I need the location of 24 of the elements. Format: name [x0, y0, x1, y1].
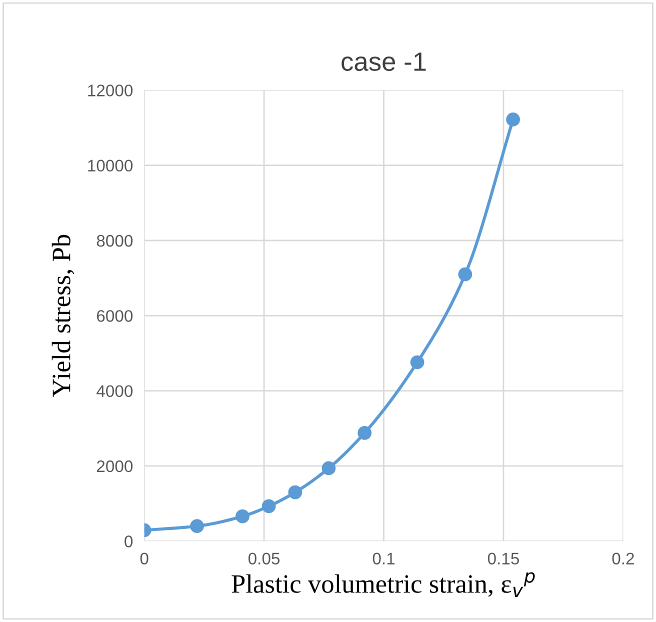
x-tick-label: 0.2	[612, 552, 634, 564]
point	[236, 509, 250, 524]
point	[262, 499, 276, 514]
y-tick-label: 12000	[88, 84, 133, 96]
point	[322, 461, 336, 476]
y-tick-label: 2000	[96, 460, 133, 472]
x-tick-label: 0.1	[372, 552, 395, 564]
point	[458, 267, 472, 282]
y-tick-label: 0	[124, 536, 133, 548]
x-tick-label: 0	[140, 552, 148, 564]
point	[506, 112, 520, 126]
y-tick-label: 8000	[96, 234, 133, 247]
chart-title: case -1	[342, 52, 426, 72]
point	[358, 426, 372, 440]
point	[288, 485, 302, 500]
y-tick-label: 10000	[88, 160, 133, 172]
x-tick-label: 0.15	[488, 552, 519, 564]
y-axis-title: Yield stress, Pb	[52, 234, 74, 398]
x-axis-title: Plastic volumetric strain, ε$_{v}$$^{p}$	[232, 572, 535, 597]
y-tick-label: 6000	[96, 310, 133, 322]
x-tick-label: 0.05	[248, 552, 280, 564]
point	[190, 519, 204, 534]
y-tick-label: 4000	[96, 385, 133, 398]
point	[410, 355, 424, 370]
